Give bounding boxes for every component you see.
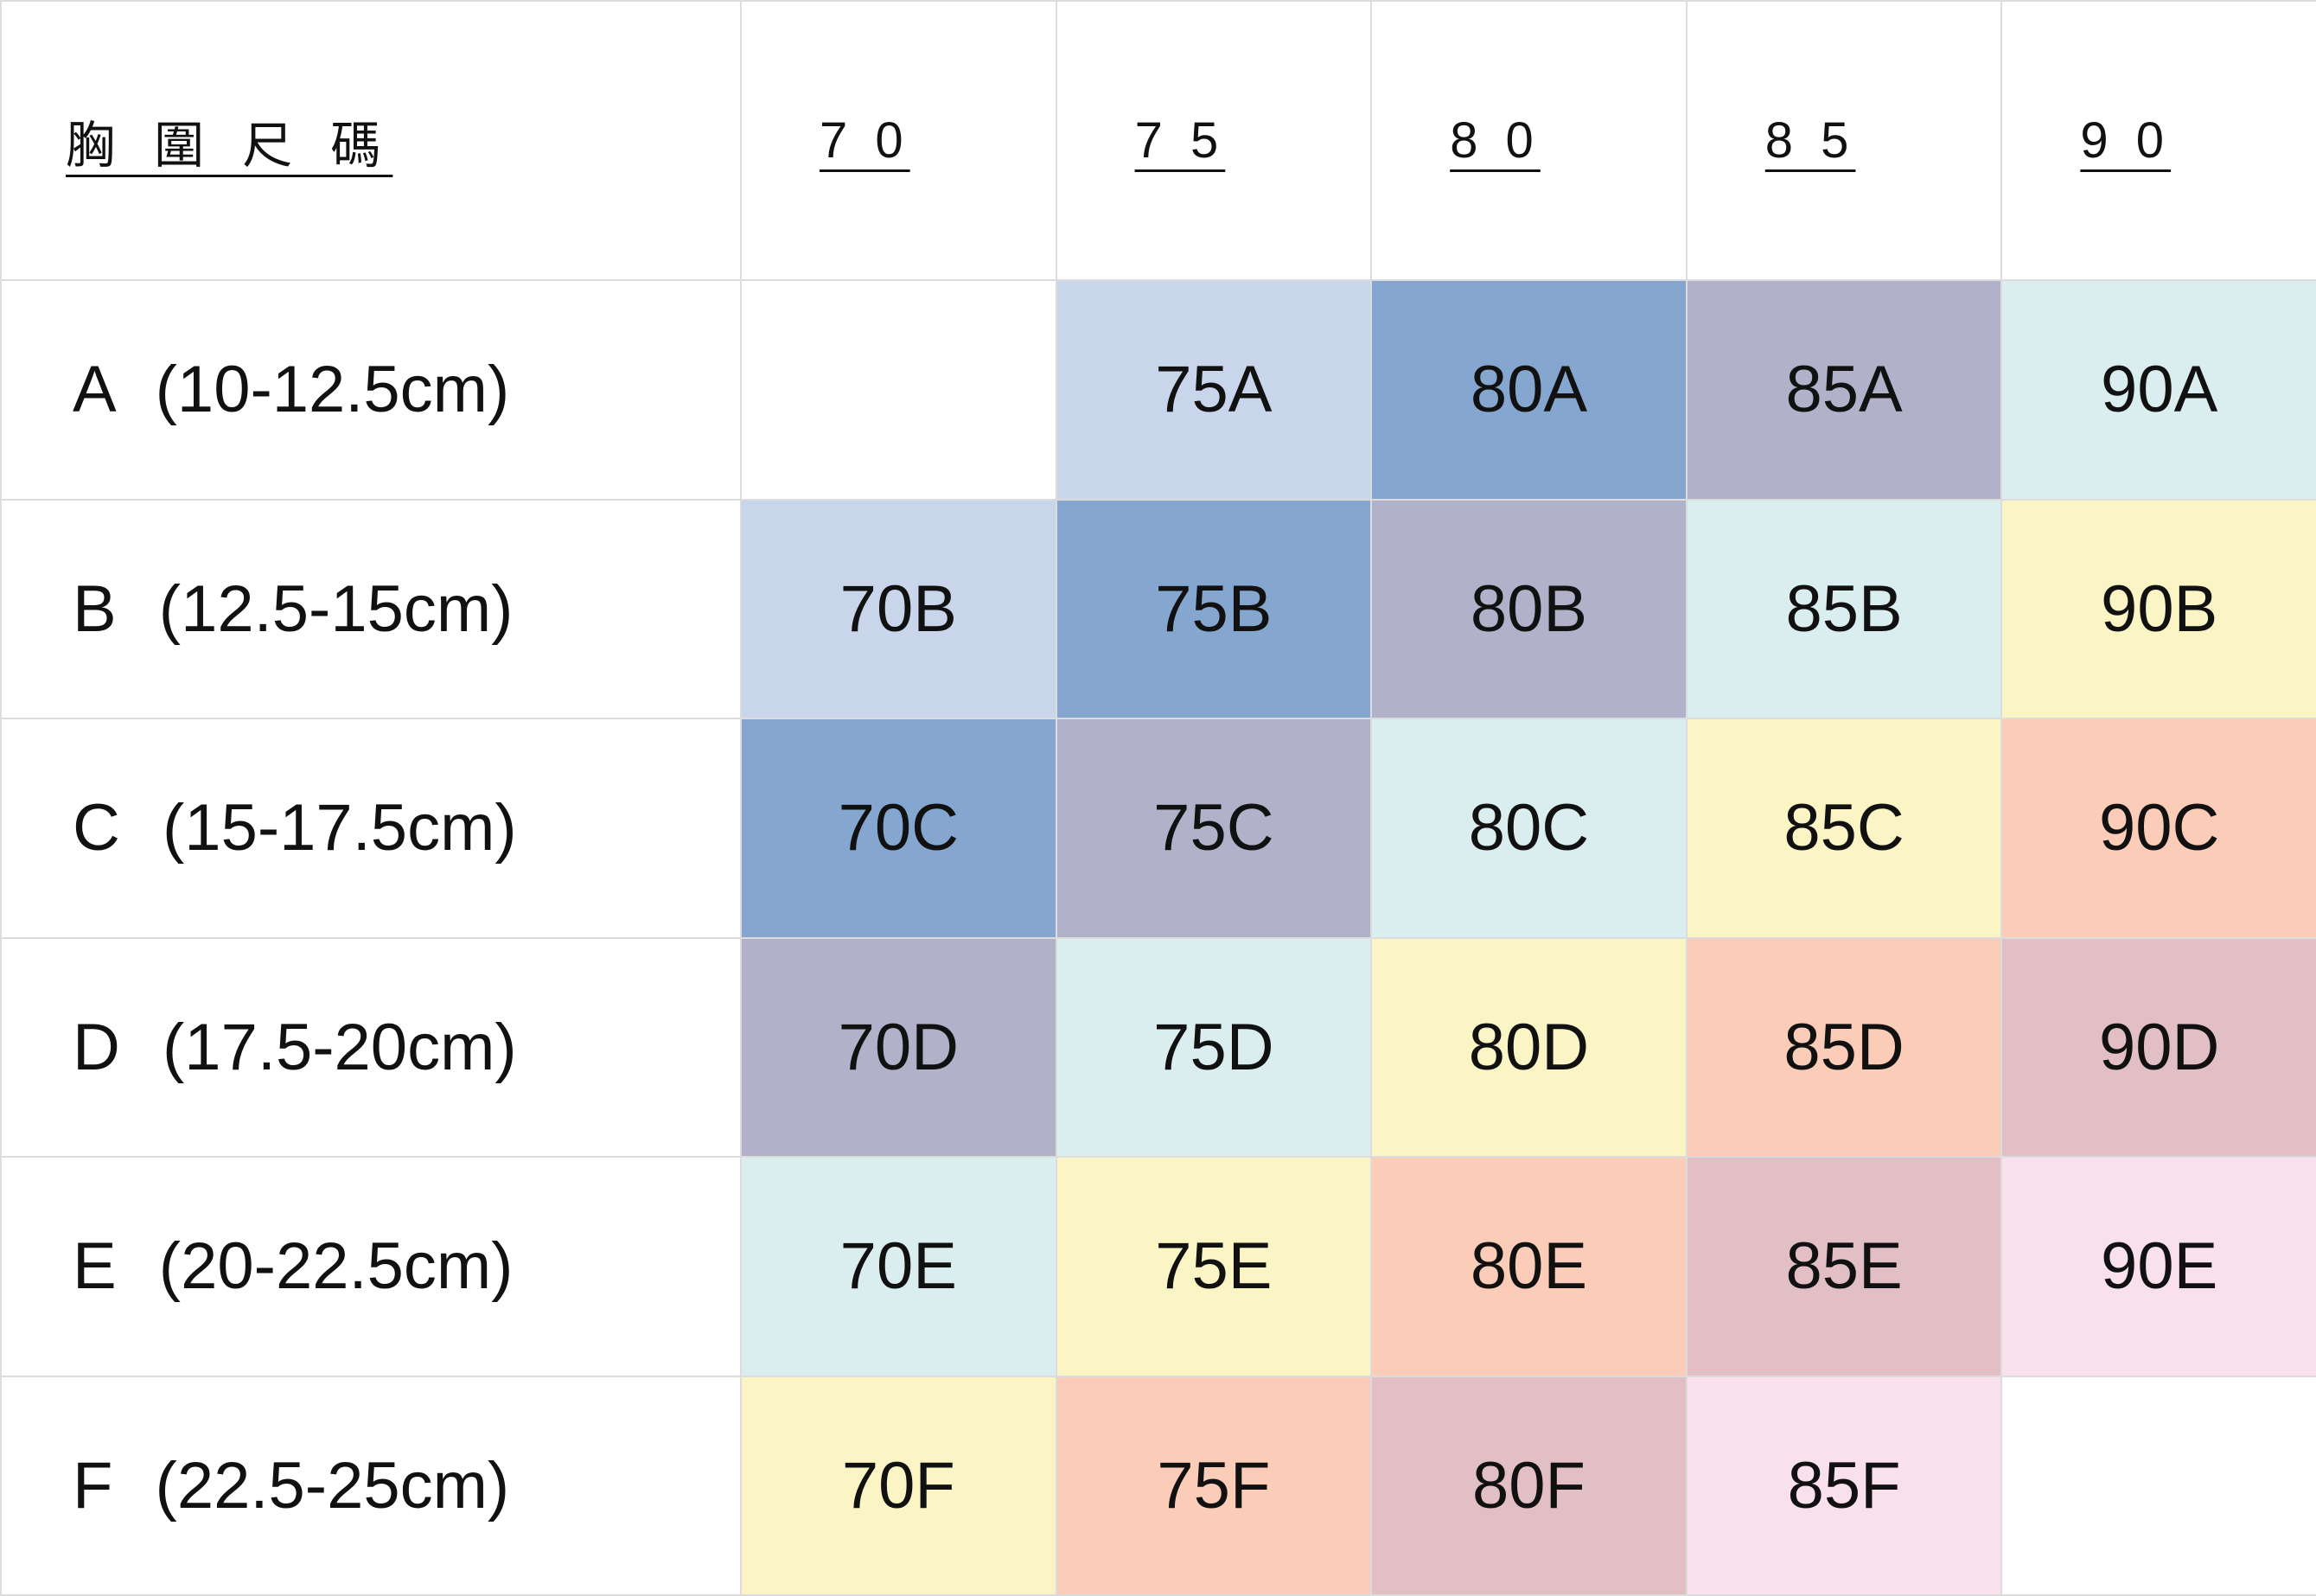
size-cell: 90C — [2000, 718, 2316, 939]
band-size: 8 0 — [1450, 112, 1541, 169]
size-cell: 75B — [1055, 498, 1373, 719]
size-cell: 85D — [1685, 936, 2003, 1158]
size-row: A (10-12.5cm) 75A 80A 85A 90A — [0, 279, 2316, 501]
size-cell: 90E — [2000, 1156, 2316, 1377]
cup-label: F (22.5-25cm) — [0, 1375, 742, 1596]
size-cell: 90D — [2000, 936, 2316, 1158]
cup-label: A (10-12.5cm) — [0, 279, 742, 501]
band-size: 9 0 — [2080, 112, 2172, 169]
size-cell: 80A — [1370, 279, 1688, 501]
size-cell: 75A — [1055, 279, 1373, 501]
band-size-cell: 8 0 — [1370, 0, 1688, 281]
size-cell: 90A — [2000, 279, 2316, 501]
band-size-cell: 9 0 — [2000, 0, 2316, 281]
band-size: 7 5 — [1134, 112, 1226, 169]
size-cell: 75F — [1055, 1375, 1373, 1596]
size-row: B (12.5-15cm) 70B 75B 80B 85B 90B — [0, 498, 2316, 719]
size-row: D (17.5-20cm) 70D 75D 80D 85D 90D — [0, 936, 2316, 1158]
size-cell: 85F — [1685, 1375, 2003, 1596]
size-row: E (20-22.5cm) 70E 75E 80E 85E 90E — [0, 1156, 2316, 1377]
band-size-cell: 7 5 — [1055, 0, 1373, 281]
empty-cell — [2000, 1375, 2316, 1596]
band-size: 8 5 — [1764, 112, 1856, 169]
size-cell: 85A — [1685, 279, 2003, 501]
header-row: 胸 圍 尺 碼 7 0 7 5 8 0 8 5 9 0 — [0, 0, 2316, 281]
cup-label: C (15-17.5cm) — [0, 718, 742, 939]
cup-label: B (12.5-15cm) — [0, 498, 742, 719]
size-row: F (22.5-25cm) 70F 75F 80F 85F — [0, 1375, 2316, 1596]
size-cell: 70C — [740, 718, 1057, 939]
size-cell: 85C — [1685, 718, 2003, 939]
size-cell: 80B — [1370, 498, 1688, 719]
size-cell: 80D — [1370, 936, 1688, 1158]
band-size-cell: 7 0 — [740, 0, 1057, 281]
cup-label: E (20-22.5cm) — [0, 1156, 742, 1377]
size-cell: 80F — [1370, 1375, 1688, 1596]
size-cell: 70E — [740, 1156, 1057, 1377]
size-cell: 70F — [740, 1375, 1057, 1596]
header-title-cell: 胸 圍 尺 碼 — [0, 0, 742, 281]
size-row: C (15-17.5cm) 70C 75C 80C 85C 90C — [0, 718, 2316, 939]
band-size-cell: 8 5 — [1685, 0, 2003, 281]
size-cell: 90B — [2000, 498, 2316, 719]
size-cell: 80E — [1370, 1156, 1688, 1377]
header-title: 胸 圍 尺 碼 — [66, 117, 393, 174]
cup-label: D (17.5-20cm) — [0, 936, 742, 1158]
empty-cell — [740, 279, 1057, 501]
size-cell: 85B — [1685, 498, 2003, 719]
band-size: 7 0 — [820, 112, 910, 169]
size-cell: 80C — [1370, 718, 1688, 939]
size-cell: 75C — [1055, 718, 1373, 939]
size-cell: 70D — [740, 936, 1057, 1158]
size-cell: 75E — [1055, 1156, 1373, 1377]
size-cell: 75D — [1055, 936, 1373, 1158]
size-cell: 70B — [740, 498, 1057, 719]
size-cell: 85E — [1685, 1156, 2003, 1377]
